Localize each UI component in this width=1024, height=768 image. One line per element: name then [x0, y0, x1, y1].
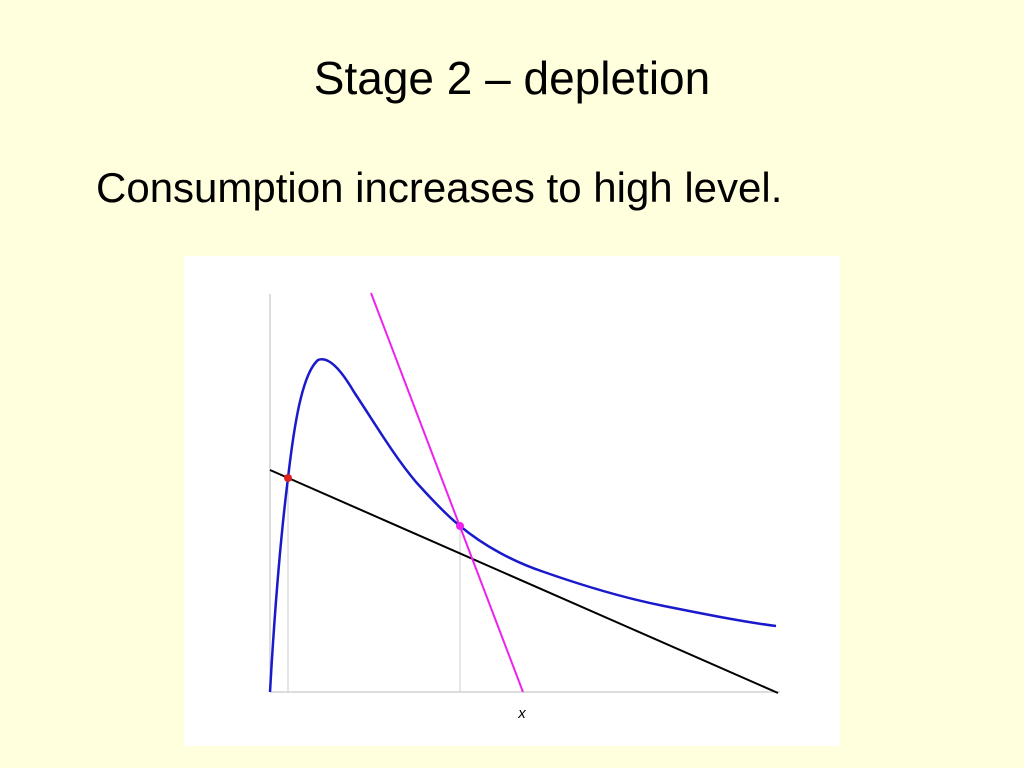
harvest-line-low	[269, 469, 779, 694]
growth-curve	[268, 358, 777, 693]
harvest-line-high	[370, 292, 524, 693]
slide-title: Stage 2 – depletion	[313, 52, 711, 104]
equilibrium-point-low	[284, 474, 292, 482]
diagram-svg: x	[268, 292, 780, 722]
equilibrium-point-high	[456, 522, 464, 530]
diagram-panel: x	[184, 256, 840, 746]
slide-bullet-text: Consumption increases to high level.	[96, 164, 783, 211]
x-axis-label: x	[517, 705, 526, 722]
